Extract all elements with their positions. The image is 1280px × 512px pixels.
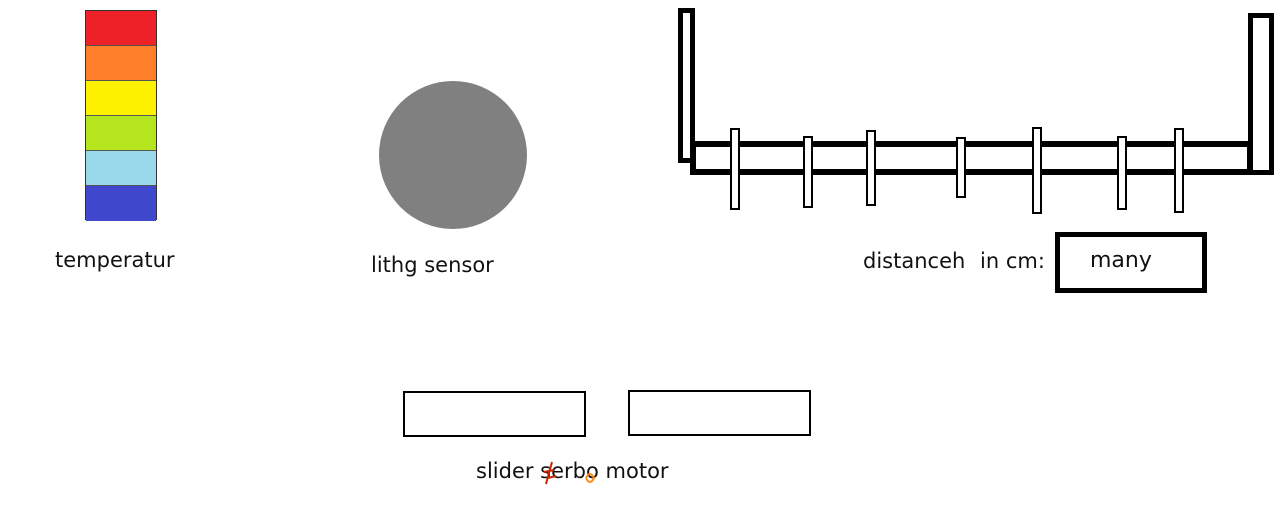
rail-tick: [1174, 128, 1184, 213]
temp-band-3: [86, 81, 156, 116]
rail-tick: [866, 130, 876, 206]
temp-band-5: [86, 151, 156, 186]
rail-bar: [690, 141, 1253, 175]
distance-unit-label: in cm:: [980, 249, 1045, 273]
rail-tick: [730, 128, 740, 210]
rail-left-post: [678, 8, 695, 163]
rail-tick: [1117, 136, 1127, 210]
rail-tick: [956, 137, 966, 198]
servo-label-part3: motor: [598, 459, 669, 483]
light-sensor-indicator: [379, 81, 527, 229]
distance-value-box: [1055, 232, 1207, 293]
servo-slider-left[interactable]: [403, 391, 586, 437]
rail-tick: [1032, 127, 1042, 214]
servo-label-part2: serbo: [540, 459, 599, 483]
distance-value: many: [1090, 248, 1152, 273]
distance-label: distanceh: [863, 249, 966, 273]
servo-label: slider serbo motor: [476, 459, 669, 483]
servo-label-part1: slider: [476, 459, 541, 483]
temp-band-4: [86, 116, 156, 151]
temp-band-1: [86, 11, 156, 46]
temp-band-6: [86, 186, 156, 221]
servo-slider-right[interactable]: [628, 390, 811, 436]
temp-band-2: [86, 46, 156, 81]
rail-tick: [803, 136, 813, 208]
temperature-label: temperatur: [55, 248, 175, 272]
temperature-scale: [85, 10, 157, 221]
light-sensor-label: lithg sensor: [371, 253, 494, 277]
